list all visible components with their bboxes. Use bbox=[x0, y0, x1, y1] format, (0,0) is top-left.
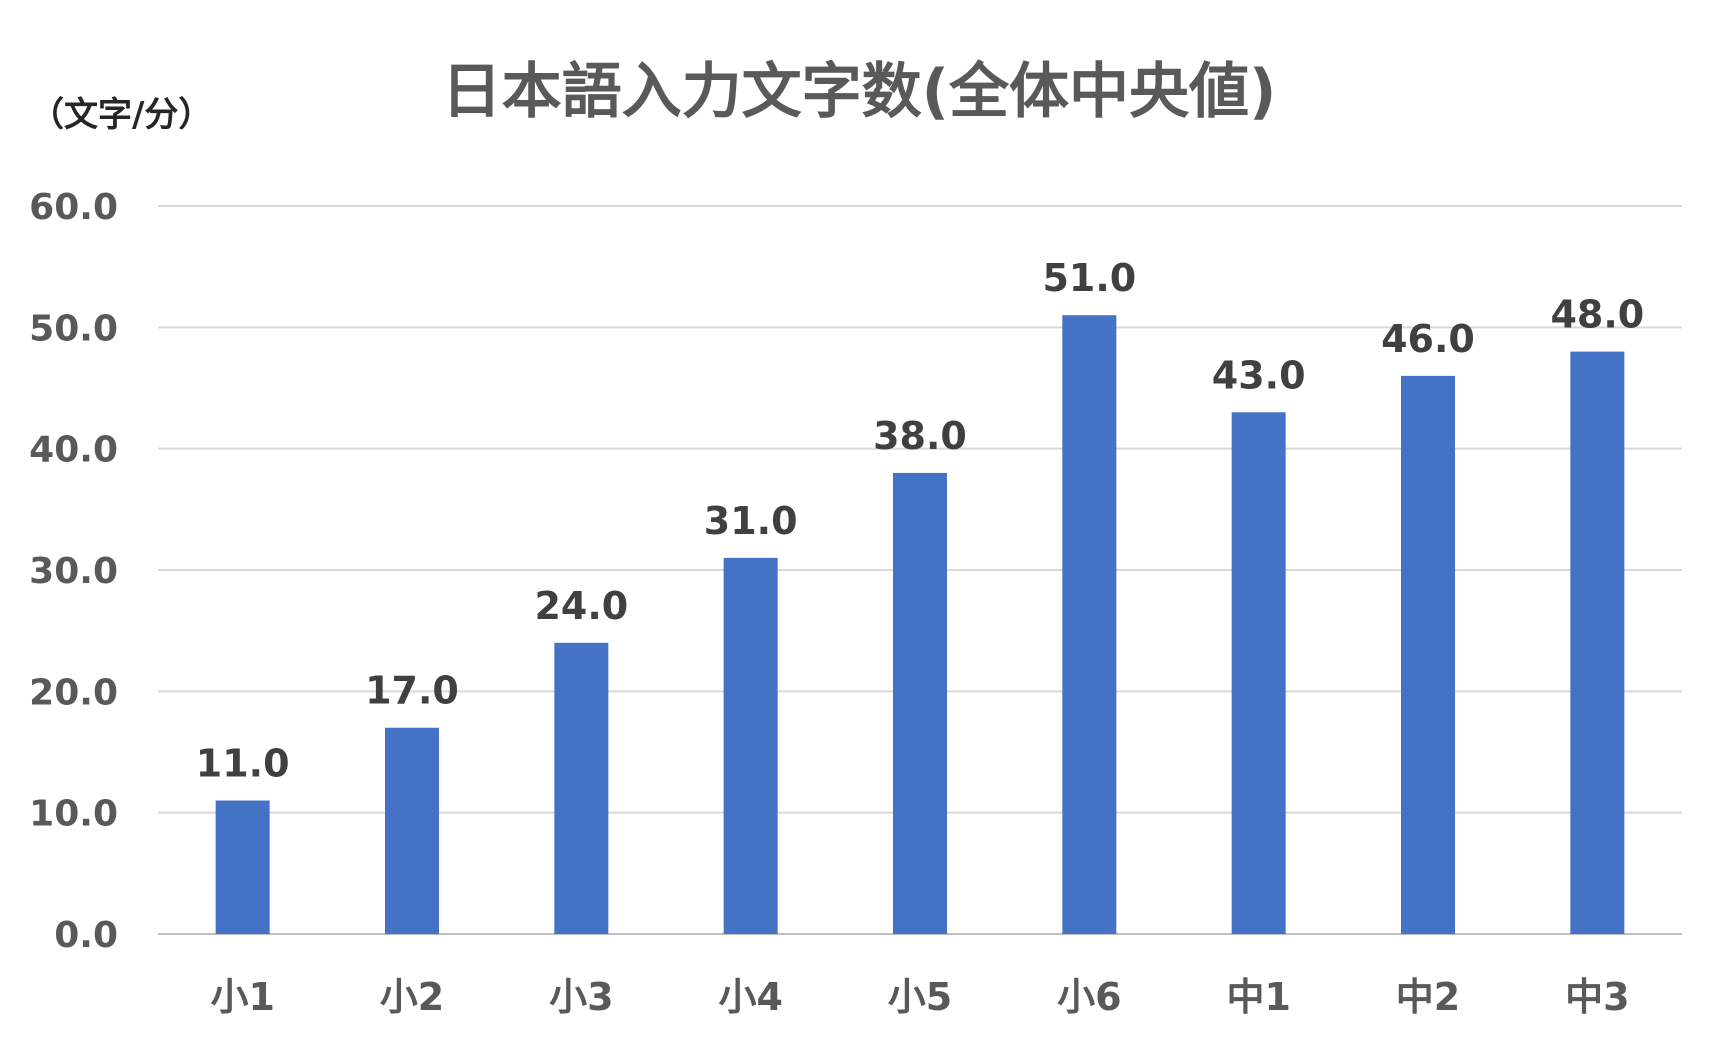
y-tick-label: 40.0 bbox=[29, 430, 118, 471]
x-tick-label: 中2 bbox=[1396, 975, 1460, 1019]
y-tick-label: 30.0 bbox=[29, 551, 118, 592]
x-tick-label: 中1 bbox=[1226, 975, 1290, 1019]
x-tick-label: 中3 bbox=[1565, 975, 1629, 1019]
data-label: 48.0 bbox=[1550, 293, 1644, 337]
data-label: 43.0 bbox=[1212, 353, 1306, 397]
bar bbox=[1062, 315, 1117, 934]
chart-title: 日本語入力文字数(全体中央値) bbox=[442, 57, 1277, 127]
x-tick-label: 小3 bbox=[549, 975, 613, 1019]
x-tick-label: 小2 bbox=[380, 975, 444, 1019]
data-label: 24.0 bbox=[534, 584, 628, 628]
bar bbox=[893, 472, 947, 934]
x-tick-label: 小5 bbox=[888, 975, 952, 1019]
y-tick-label: 50.0 bbox=[29, 308, 118, 349]
x-tick-label: 小4 bbox=[718, 975, 782, 1019]
bar bbox=[1231, 412, 1286, 934]
y-tick-label: 60.0 bbox=[29, 187, 118, 228]
bars bbox=[215, 315, 1625, 935]
data-label: 38.0 bbox=[873, 414, 967, 458]
y-tick-label: 10.0 bbox=[29, 794, 118, 835]
bar bbox=[1570, 351, 1625, 935]
x-tick-label: 小6 bbox=[1057, 975, 1121, 1019]
bar bbox=[554, 642, 609, 934]
bar bbox=[385, 727, 439, 934]
bar bbox=[1401, 375, 1455, 934]
y-axis-ticks: 0.0 10.0 20.0 30.0 40.0 50.0 60.0 bbox=[29, 187, 118, 956]
data-label: 11.0 bbox=[196, 742, 290, 786]
y-axis-unit-label: （文字/分） bbox=[30, 95, 212, 135]
bar bbox=[723, 557, 778, 934]
data-labels: 11.0 17.0 24.0 31.0 38.0 51.0 43.0 46.0 48.0 bbox=[196, 256, 1644, 785]
data-label: 51.0 bbox=[1042, 256, 1136, 300]
x-tick-label: 小1 bbox=[210, 975, 274, 1019]
x-axis-ticks: 小1 小2 小3 小4 小5 小6 中1 中2 中3 bbox=[210, 975, 1629, 1019]
data-label: 46.0 bbox=[1381, 317, 1475, 361]
y-tick-label: 20.0 bbox=[29, 672, 118, 713]
y-tick-label: 0.0 bbox=[54, 915, 118, 956]
bar bbox=[215, 800, 270, 934]
data-label: 31.0 bbox=[704, 499, 798, 543]
data-label: 17.0 bbox=[365, 669, 459, 713]
